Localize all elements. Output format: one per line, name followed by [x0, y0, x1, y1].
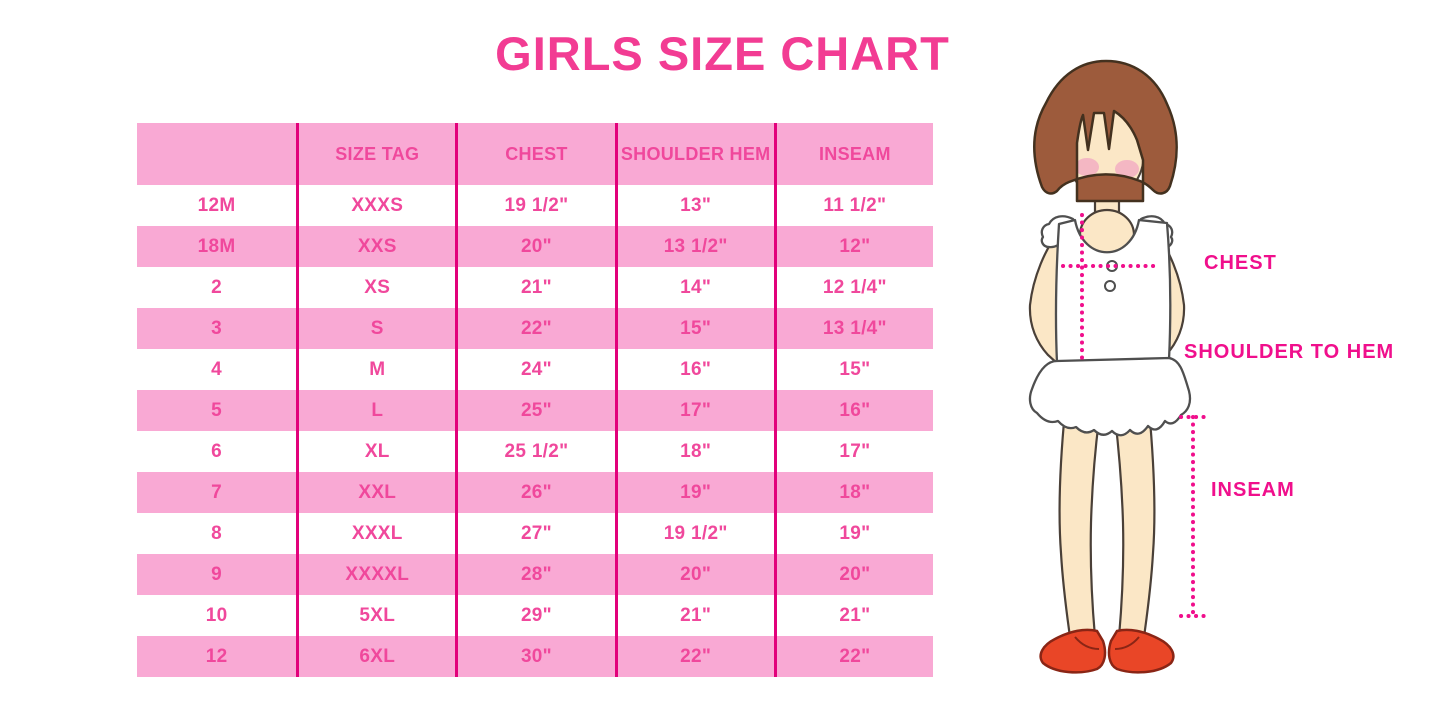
- table-cell: 16": [773, 390, 933, 431]
- table-cell: 29": [455, 595, 614, 636]
- table-cell: 17": [773, 431, 933, 472]
- table-row: 3 S 22" 15" 13 1/4": [137, 308, 933, 349]
- girl-blush-right: [1115, 160, 1139, 178]
- table-cell: 15": [773, 349, 933, 390]
- size-table-body: 12M XXXS 19 1/2" 13" 11 1/2" 18M XXS 20" 13 1/2"…: [137, 185, 933, 677]
- header-cell-size: [137, 123, 297, 185]
- inseam-label: INSEAM: [1211, 479, 1295, 501]
- girl-measurement-illustration: [1028, 59, 1207, 674]
- table-cell: 15": [614, 308, 774, 349]
- table-cell: 19 1/2": [614, 513, 774, 554]
- table-row: 2 XS 21" 14" 12 1/4": [137, 267, 933, 308]
- table-cell: 21": [773, 595, 933, 636]
- table-cell: 18M: [197, 235, 236, 257]
- table-cell: 12": [773, 226, 933, 267]
- table-cell: 5XL: [296, 595, 455, 636]
- table-cell: XL: [296, 431, 455, 472]
- table-cell: 19": [773, 513, 933, 554]
- table-row: 10 5XL 29" 21" 21": [137, 595, 933, 636]
- table-cell: 16": [614, 349, 774, 390]
- table-cell: 18": [614, 431, 774, 472]
- girl-top-button-2: [1104, 280, 1116, 292]
- table-cell: 2: [211, 276, 223, 298]
- table-cell: 28": [455, 554, 614, 595]
- table-cell: 7: [211, 481, 223, 503]
- table-cell: 12 1/4": [773, 267, 933, 308]
- table-row: 12 6XL 30" 22" 22": [137, 636, 933, 677]
- table-cell: 20": [614, 554, 774, 595]
- table-cell: 9: [211, 563, 223, 585]
- table-cell: 12: [205, 645, 228, 667]
- table-cell: 22": [773, 636, 933, 677]
- table-cell: 13 1/2": [614, 226, 774, 267]
- girl-right-shoe: [1107, 628, 1175, 674]
- table-cell: S: [296, 308, 455, 349]
- table-cell: 19": [614, 472, 774, 513]
- table-cell: 8: [211, 522, 223, 544]
- girl-left-arm: [1028, 225, 1063, 368]
- table-cell: 11 1/2": [773, 185, 933, 226]
- table-row: 12M XXXS 19 1/2" 13" 11 1/2": [137, 185, 933, 226]
- table-cell: 3: [211, 317, 223, 339]
- table-row: 4 M 24" 16" 15": [137, 349, 933, 390]
- table-cell: 12M: [197, 194, 236, 216]
- chest-label: CHEST: [1204, 252, 1277, 274]
- shoulder-to-hem-label: SHOULDER TO HEM: [1184, 341, 1395, 363]
- table-cell: 5: [211, 399, 223, 421]
- page-title: GIRLS SIZE CHART: [495, 27, 950, 80]
- girl-top: [1054, 218, 1172, 365]
- table-cell: 6XL: [296, 636, 455, 677]
- table-cell: M: [296, 349, 455, 390]
- table-cell: 25 1/2": [455, 431, 614, 472]
- table-header-row: SIZE TAG CHEST SHOULDER HEM INSEAM: [137, 123, 933, 185]
- table-cell: XXXXL: [296, 554, 455, 595]
- table-row: 18M XXS 20" 13 1/2" 12": [137, 226, 933, 267]
- table-cell: 14": [614, 267, 774, 308]
- table-row: 8 XXXL 27" 19 1/2" 19": [137, 513, 933, 554]
- table-cell: 6: [211, 440, 223, 462]
- table-cell: 20": [455, 226, 614, 267]
- girl-left-leg: [1058, 409, 1101, 639]
- girl-blush-left: [1075, 158, 1099, 176]
- table-cell: XXL: [296, 472, 455, 513]
- table-row: 5 L 25" 17" 16": [137, 390, 933, 431]
- table-cell: 19 1/2": [455, 185, 614, 226]
- table-cell: 27": [455, 513, 614, 554]
- table-cell: 22": [614, 636, 774, 677]
- table-cell: 21": [614, 595, 774, 636]
- header-cell-inseam: INSEAM: [773, 123, 933, 185]
- girl-right-shoe-strap: [1114, 636, 1140, 650]
- table-cell: XXXL: [296, 513, 455, 554]
- header-cell-size-tag: SIZE TAG: [296, 123, 456, 185]
- table-cell: 17": [614, 390, 774, 431]
- table-cell: 26": [455, 472, 614, 513]
- table-cell: 30": [455, 636, 614, 677]
- table-cell: 24": [455, 349, 614, 390]
- header-cell-chest: CHEST: [455, 123, 615, 185]
- size-table: SIZE TAG CHEST SHOULDER HEM INSEAM 12M XX…: [137, 123, 933, 677]
- table-cell: 18": [773, 472, 933, 513]
- girl-hair: [1033, 59, 1178, 203]
- table-row: 9 XXXXL 28" 20" 20": [137, 554, 933, 595]
- girl-left-shoe: [1039, 628, 1107, 674]
- table-cell: 13 1/4": [773, 308, 933, 349]
- table-cell: L: [296, 390, 455, 431]
- girl-left-shoe-strap: [1074, 636, 1100, 650]
- table-cell: 25": [455, 390, 614, 431]
- header-cell-shoulder-hem: SHOULDER HEM: [614, 123, 774, 185]
- table-cell: XXXS: [296, 185, 455, 226]
- girl-right-leg: [1113, 407, 1156, 639]
- girl-skirt: [1028, 356, 1192, 437]
- table-row: 6 XL 25 1/2" 18" 17": [137, 431, 933, 472]
- table-cell: 13": [614, 185, 774, 226]
- table-cell: 22": [455, 308, 614, 349]
- table-cell: 21": [455, 267, 614, 308]
- table-cell: 20": [773, 554, 933, 595]
- table-cell: XS: [296, 267, 455, 308]
- table-cell: XXS: [296, 226, 455, 267]
- table-cell: 4: [211, 358, 223, 380]
- table-cell: 10: [205, 604, 228, 626]
- table-row: 7 XXL 26" 19" 18": [137, 472, 933, 513]
